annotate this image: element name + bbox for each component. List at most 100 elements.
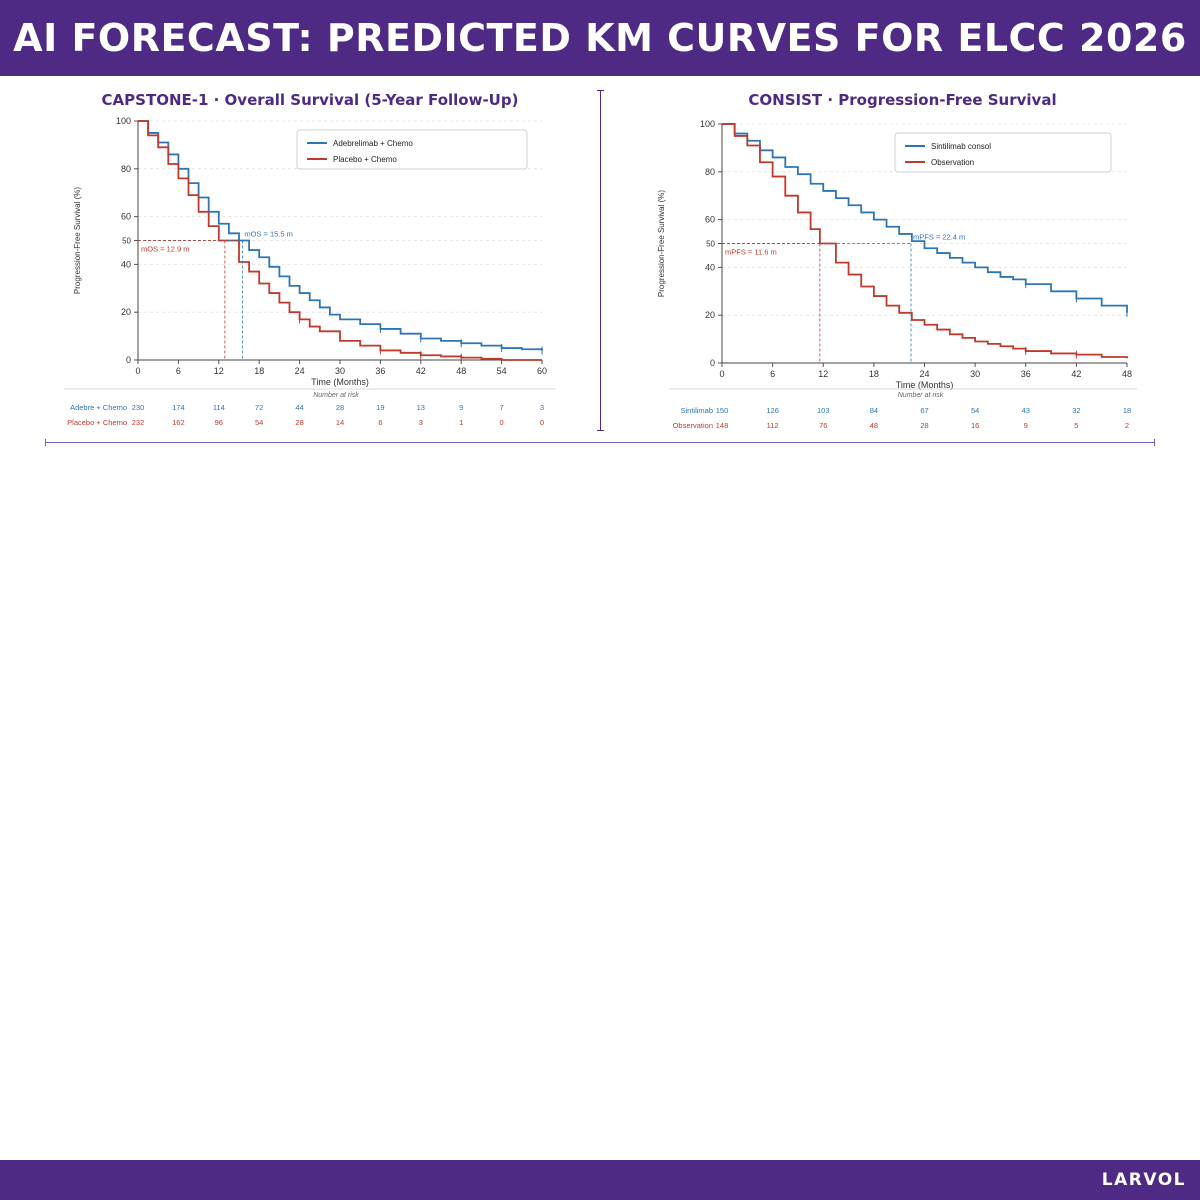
median-label: mOS = 12.9 m <box>141 245 190 254</box>
risk-value: 112 <box>767 421 779 430</box>
risk-value: 5 <box>1074 421 1078 430</box>
x-tick-label: 12 <box>214 366 224 376</box>
x-tick-label: 36 <box>1021 369 1031 379</box>
risk-value: 9 <box>459 403 463 412</box>
risk-value: 84 <box>870 406 878 415</box>
risk-value: 28 <box>295 418 303 427</box>
vertical-divider <box>600 90 601 431</box>
chart-title: CONSIST · Progression-Free Survival <box>748 91 1057 109</box>
risk-value: 0 <box>540 418 544 427</box>
risk-value: 9 <box>1024 421 1028 430</box>
x-tick-label: 60 <box>537 366 547 376</box>
risk-value: 76 <box>819 421 827 430</box>
x-tick-label: 12 <box>818 369 828 379</box>
risk-row-label: Observation <box>673 421 713 430</box>
legend-entry: Sintilimab consol <box>931 142 991 151</box>
x-tick-label: 6 <box>176 366 181 376</box>
risk-value: 3 <box>419 418 423 427</box>
divider-cap <box>597 90 604 91</box>
risk-value: 19 <box>376 403 384 412</box>
chart-panel-consist: CONSIST · Progression-Free Survival 0 20 4… <box>657 86 1140 436</box>
legend-entry: Adebrelimab + Chemo <box>333 139 413 148</box>
y-tick-label: 0 <box>126 355 131 365</box>
series-line-1 <box>722 123 1128 359</box>
legend-entry: Observation <box>931 158 974 167</box>
median-label: mPFS = 11.6 m <box>725 248 777 257</box>
x-tick-label: 42 <box>1071 369 1081 379</box>
page-title: AI FORECAST: PREDICTED KM CURVES FOR ELC… <box>13 16 1187 60</box>
risk-value: 28 <box>920 421 928 430</box>
risk-value: 32 <box>1072 406 1080 415</box>
risk-value: 6 <box>378 418 382 427</box>
divider-cap <box>45 439 46 446</box>
risk-row-label: Adebre + Chemo <box>70 403 127 412</box>
risk-value: 67 <box>920 406 928 415</box>
risk-value: 150 <box>716 406 729 415</box>
divider-cap <box>597 430 604 431</box>
x-tick-label: 0 <box>135 366 140 376</box>
risk-table-title: Number at risk <box>898 392 944 399</box>
x-tick-label: 30 <box>970 369 980 379</box>
x-tick-label: 54 <box>497 366 507 376</box>
x-tick-label: 36 <box>375 366 385 376</box>
y-axis-label: Progression-Free Survival (%) <box>73 187 82 294</box>
risk-row-label: Sintilimab <box>680 406 713 415</box>
y-tick-label: 100 <box>116 116 131 126</box>
risk-value: 14 <box>336 418 344 427</box>
x-tick-label: 48 <box>1122 369 1132 379</box>
footer-bar: LARVOL <box>0 1160 1200 1200</box>
divider-cap <box>1154 439 1155 446</box>
legend-entry: Placebo + Chemo <box>333 155 397 164</box>
y-tick-label: 20 <box>705 310 715 320</box>
risk-value: 2 <box>1125 421 1129 430</box>
x-tick-label: 42 <box>416 366 426 376</box>
x-axis-label: Time (Months) <box>896 380 954 390</box>
y-tick-label: 100 <box>700 119 715 129</box>
risk-value: 0 <box>500 418 504 427</box>
x-tick-label: 18 <box>254 366 264 376</box>
y-tick-label: 60 <box>705 215 715 225</box>
horizontal-divider <box>45 442 1155 443</box>
risk-value: 162 <box>172 418 185 427</box>
risk-value: 96 <box>215 418 223 427</box>
risk-value: 54 <box>255 418 263 427</box>
y-tick-label: 80 <box>705 167 715 177</box>
y-tick-label: 20 <box>121 307 131 317</box>
header-banner: AI FORECAST: PREDICTED KM CURVES FOR ELC… <box>0 0 1200 76</box>
chart-title: CAPSTONE-1 · Overall Survival (5-Year Fo… <box>101 91 519 109</box>
y-tick-label: 40 <box>121 259 131 269</box>
x-axis-label: Time (Months) <box>311 377 369 387</box>
x-tick-label: 24 <box>919 369 929 379</box>
x-tick-label: 0 <box>719 369 724 379</box>
km-chart-consist: 0 20 40 50 60 80 100 0 6 12 18 24 30 36 42 48 Time (Mont… <box>657 119 1137 430</box>
risk-value: 72 <box>255 403 263 412</box>
y-tick-label: 50 <box>122 237 131 246</box>
risk-value: 28 <box>336 403 344 412</box>
y-tick-label: 40 <box>705 262 715 272</box>
y-axis-label: Progression-Free Survival (%) <box>657 190 666 297</box>
x-tick-label: 48 <box>456 366 466 376</box>
median-label: mPFS = 22.4 m <box>913 233 965 242</box>
risk-value: 1 <box>459 418 463 427</box>
risk-value: 13 <box>417 403 425 412</box>
risk-value: 232 <box>132 418 145 427</box>
risk-value: 7 <box>500 403 504 412</box>
risk-value: 16 <box>971 421 979 430</box>
risk-value: 18 <box>1123 406 1131 415</box>
legend-box <box>296 129 528 170</box>
x-tick-label: 30 <box>335 366 345 376</box>
x-tick-label: 6 <box>770 369 775 379</box>
x-tick-label: 24 <box>295 366 305 376</box>
risk-table-title: Number at risk <box>313 392 359 399</box>
risk-value: 3 <box>540 403 544 412</box>
legend-box <box>894 132 1112 173</box>
risk-value: 174 <box>172 403 185 412</box>
risk-value: 230 <box>132 403 145 412</box>
brand-logo: LARVOL <box>1101 1170 1186 1190</box>
risk-value: 114 <box>213 403 225 412</box>
risk-value: 103 <box>817 406 830 415</box>
risk-value: 54 <box>971 406 979 415</box>
y-tick-label: 60 <box>121 212 131 222</box>
risk-value: 48 <box>870 421 878 430</box>
